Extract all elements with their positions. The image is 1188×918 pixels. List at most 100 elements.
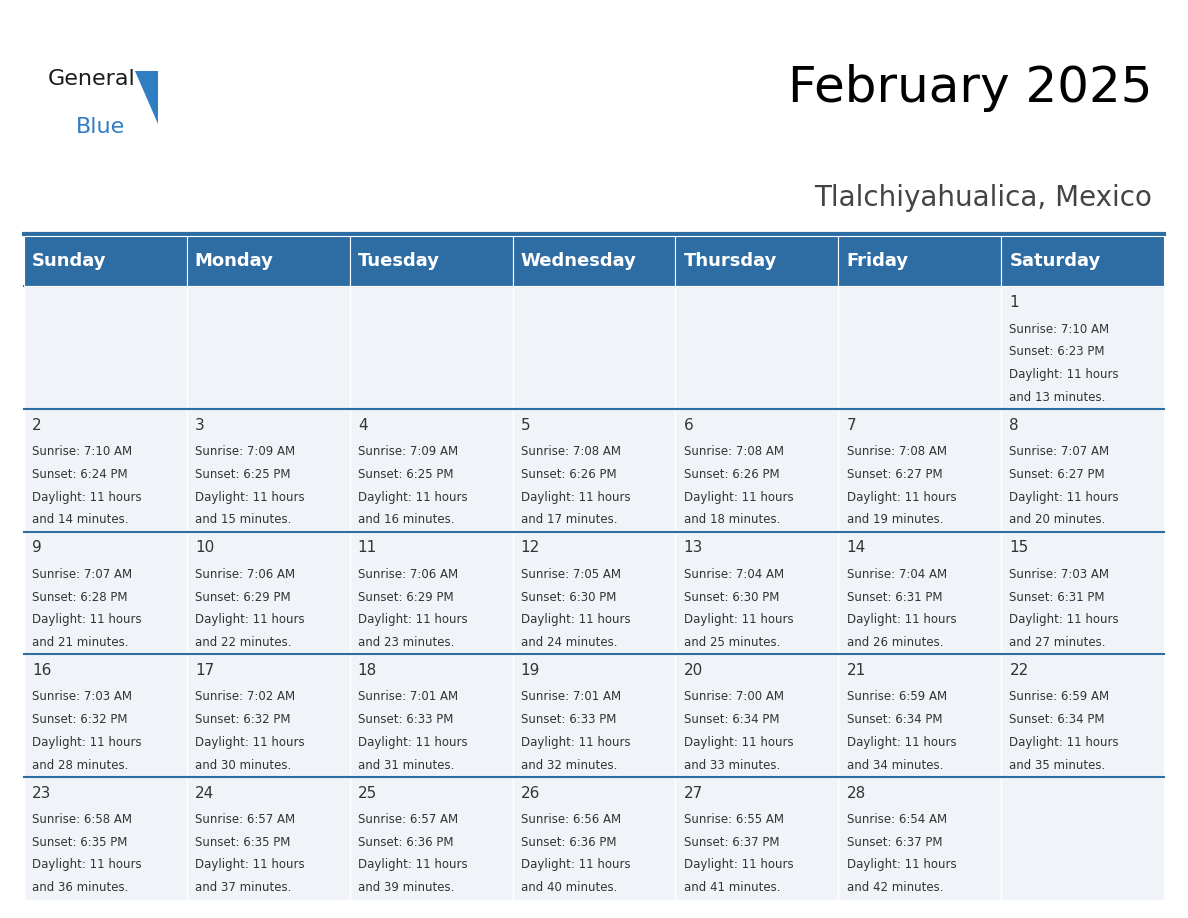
FancyBboxPatch shape xyxy=(839,655,1001,777)
FancyBboxPatch shape xyxy=(349,409,512,532)
Text: Sunset: 6:23 PM: Sunset: 6:23 PM xyxy=(1010,345,1105,358)
Text: Sunset: 6:25 PM: Sunset: 6:25 PM xyxy=(195,468,290,481)
Text: 7: 7 xyxy=(847,418,857,432)
Text: Sunset: 6:34 PM: Sunset: 6:34 PM xyxy=(683,713,779,726)
Text: Daylight: 11 hours: Daylight: 11 hours xyxy=(520,858,631,871)
Text: and 28 minutes.: and 28 minutes. xyxy=(32,758,128,771)
Text: Sunset: 6:34 PM: Sunset: 6:34 PM xyxy=(847,713,942,726)
Text: Daylight: 11 hours: Daylight: 11 hours xyxy=(1010,490,1119,504)
FancyBboxPatch shape xyxy=(24,409,187,532)
Text: Daylight: 11 hours: Daylight: 11 hours xyxy=(683,613,794,626)
Text: 14: 14 xyxy=(847,541,866,555)
Text: 5: 5 xyxy=(520,418,530,432)
Text: Daylight: 11 hours: Daylight: 11 hours xyxy=(847,736,956,749)
Text: and 24 minutes.: and 24 minutes. xyxy=(520,636,618,649)
Text: Sunrise: 7:02 AM: Sunrise: 7:02 AM xyxy=(195,690,295,703)
Text: February 2025: February 2025 xyxy=(788,64,1152,112)
Text: Daylight: 11 hours: Daylight: 11 hours xyxy=(847,613,956,626)
Text: and 33 minutes.: and 33 minutes. xyxy=(683,758,779,771)
Text: General: General xyxy=(48,69,135,89)
FancyBboxPatch shape xyxy=(676,655,839,777)
Text: Sunrise: 7:08 AM: Sunrise: 7:08 AM xyxy=(683,445,784,458)
FancyBboxPatch shape xyxy=(1001,532,1164,655)
FancyBboxPatch shape xyxy=(512,777,676,900)
Text: Sunrise: 6:57 AM: Sunrise: 6:57 AM xyxy=(358,813,457,826)
FancyBboxPatch shape xyxy=(512,655,676,777)
Text: Daylight: 11 hours: Daylight: 11 hours xyxy=(195,490,304,504)
Text: and 30 minutes.: and 30 minutes. xyxy=(195,758,291,771)
FancyBboxPatch shape xyxy=(1001,777,1164,900)
Text: Tlalchiyahualica, Mexico: Tlalchiyahualica, Mexico xyxy=(815,184,1152,212)
FancyBboxPatch shape xyxy=(24,236,187,286)
FancyBboxPatch shape xyxy=(512,409,676,532)
FancyBboxPatch shape xyxy=(24,532,187,655)
Text: Blue: Blue xyxy=(76,117,125,137)
Text: Sunset: 6:26 PM: Sunset: 6:26 PM xyxy=(683,468,779,481)
FancyBboxPatch shape xyxy=(349,286,512,409)
Text: Sunset: 6:37 PM: Sunset: 6:37 PM xyxy=(847,835,942,849)
Text: Sunset: 6:30 PM: Sunset: 6:30 PM xyxy=(520,590,617,603)
Text: Sunset: 6:33 PM: Sunset: 6:33 PM xyxy=(520,713,617,726)
FancyBboxPatch shape xyxy=(676,236,839,286)
Text: 17: 17 xyxy=(195,663,214,677)
Text: Daylight: 11 hours: Daylight: 11 hours xyxy=(32,736,141,749)
Text: and 35 minutes.: and 35 minutes. xyxy=(1010,758,1106,771)
Text: Sunrise: 6:59 AM: Sunrise: 6:59 AM xyxy=(847,690,947,703)
FancyBboxPatch shape xyxy=(839,532,1001,655)
Text: and 32 minutes.: and 32 minutes. xyxy=(520,758,617,771)
FancyBboxPatch shape xyxy=(839,236,1001,286)
FancyBboxPatch shape xyxy=(1001,655,1164,777)
Text: 12: 12 xyxy=(520,541,539,555)
Text: 24: 24 xyxy=(195,786,214,800)
FancyBboxPatch shape xyxy=(1001,286,1164,409)
Text: Daylight: 11 hours: Daylight: 11 hours xyxy=(358,736,467,749)
Text: and 16 minutes.: and 16 minutes. xyxy=(358,513,454,526)
Text: Daylight: 11 hours: Daylight: 11 hours xyxy=(32,613,141,626)
FancyBboxPatch shape xyxy=(839,286,1001,409)
Text: Sunset: 6:32 PM: Sunset: 6:32 PM xyxy=(32,713,127,726)
FancyBboxPatch shape xyxy=(24,286,187,409)
Text: 3: 3 xyxy=(195,418,204,432)
Text: Sunset: 6:27 PM: Sunset: 6:27 PM xyxy=(847,468,942,481)
FancyBboxPatch shape xyxy=(512,236,676,286)
Text: Daylight: 11 hours: Daylight: 11 hours xyxy=(683,858,794,871)
Text: 13: 13 xyxy=(683,541,703,555)
Text: Sunrise: 7:09 AM: Sunrise: 7:09 AM xyxy=(195,445,295,458)
FancyBboxPatch shape xyxy=(512,286,676,409)
Text: Tuesday: Tuesday xyxy=(358,252,440,270)
FancyBboxPatch shape xyxy=(187,286,349,409)
FancyBboxPatch shape xyxy=(349,236,512,286)
Text: Sunrise: 7:06 AM: Sunrise: 7:06 AM xyxy=(195,568,295,581)
Text: and 27 minutes.: and 27 minutes. xyxy=(1010,636,1106,649)
FancyBboxPatch shape xyxy=(676,286,839,409)
Text: Sunrise: 7:10 AM: Sunrise: 7:10 AM xyxy=(1010,322,1110,336)
Text: and 18 minutes.: and 18 minutes. xyxy=(683,513,781,526)
Text: Monday: Monday xyxy=(195,252,273,270)
Text: 11: 11 xyxy=(358,541,377,555)
Text: Thursday: Thursday xyxy=(683,252,777,270)
FancyBboxPatch shape xyxy=(839,409,1001,532)
FancyBboxPatch shape xyxy=(676,409,839,532)
Text: 16: 16 xyxy=(32,663,51,677)
Text: Daylight: 11 hours: Daylight: 11 hours xyxy=(847,858,956,871)
Text: Friday: Friday xyxy=(847,252,909,270)
Text: Sunrise: 7:08 AM: Sunrise: 7:08 AM xyxy=(520,445,620,458)
Text: Sunrise: 7:07 AM: Sunrise: 7:07 AM xyxy=(1010,445,1110,458)
Text: and 42 minutes.: and 42 minutes. xyxy=(847,881,943,894)
Text: Daylight: 11 hours: Daylight: 11 hours xyxy=(1010,736,1119,749)
Text: 1: 1 xyxy=(1010,295,1019,310)
Text: Sunset: 6:25 PM: Sunset: 6:25 PM xyxy=(358,468,454,481)
Text: Sunset: 6:35 PM: Sunset: 6:35 PM xyxy=(195,835,290,849)
FancyBboxPatch shape xyxy=(349,655,512,777)
FancyBboxPatch shape xyxy=(676,532,839,655)
Text: 4: 4 xyxy=(358,418,367,432)
Text: and 26 minutes.: and 26 minutes. xyxy=(847,636,943,649)
Text: and 40 minutes.: and 40 minutes. xyxy=(520,881,617,894)
Text: 2: 2 xyxy=(32,418,42,432)
Text: Sunrise: 7:01 AM: Sunrise: 7:01 AM xyxy=(358,690,457,703)
Text: Daylight: 11 hours: Daylight: 11 hours xyxy=(195,613,304,626)
Text: Daylight: 11 hours: Daylight: 11 hours xyxy=(520,736,631,749)
Text: Sunset: 6:34 PM: Sunset: 6:34 PM xyxy=(1010,713,1105,726)
Text: and 21 minutes.: and 21 minutes. xyxy=(32,636,128,649)
Text: Sunrise: 7:01 AM: Sunrise: 7:01 AM xyxy=(520,690,621,703)
